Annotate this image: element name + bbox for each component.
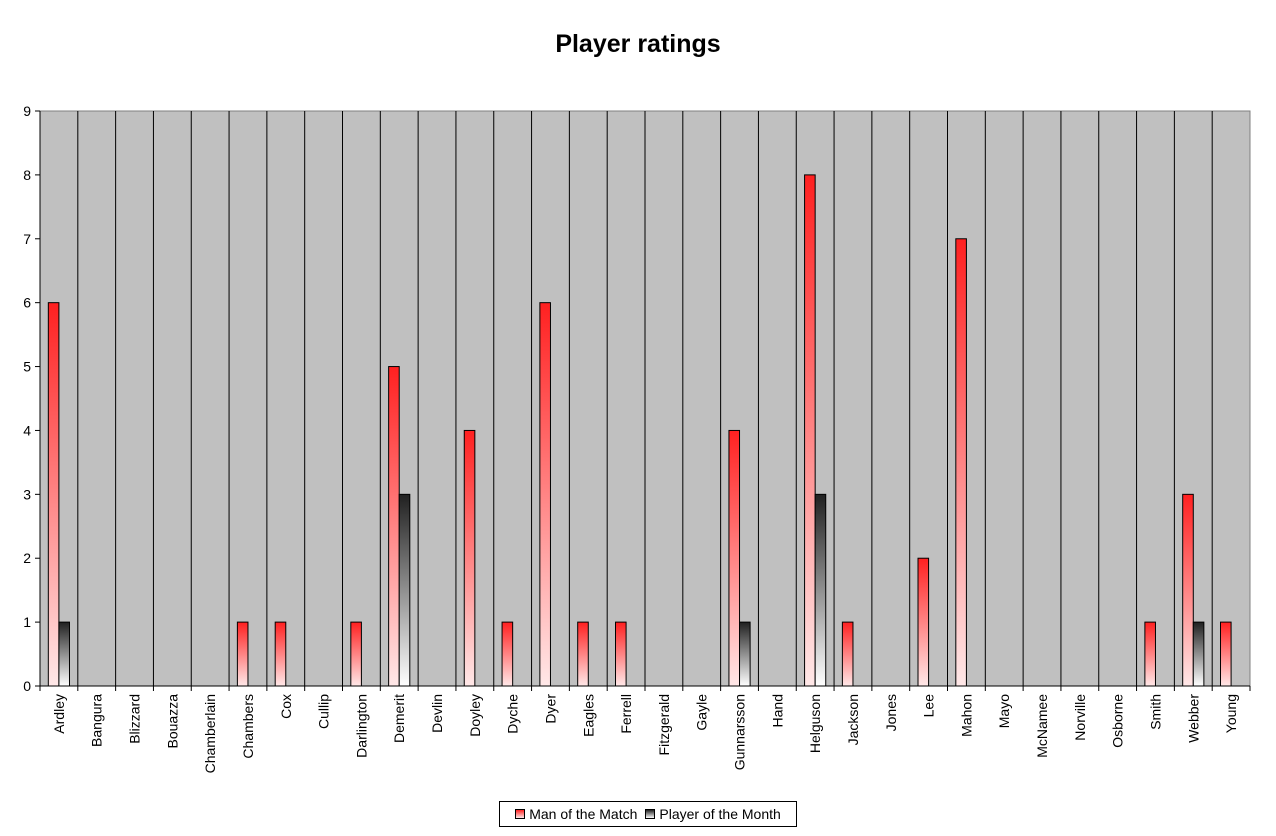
chart-title: Player ratings bbox=[555, 30, 721, 58]
y-tick-label: 7 bbox=[23, 231, 31, 247]
category-label: Cox bbox=[278, 694, 294, 719]
y-tick-label: 1 bbox=[23, 614, 31, 630]
y-tick-label: 4 bbox=[23, 422, 31, 438]
category-label: Dyche bbox=[505, 694, 521, 734]
y-tick-label: 0 bbox=[23, 678, 31, 694]
bar-player-of-the-month-demerit bbox=[398, 493, 411, 687]
category-label: Blizzard bbox=[127, 694, 143, 744]
bar-man-of-the-match-jackson bbox=[841, 621, 854, 687]
category-label: Hand bbox=[769, 694, 785, 727]
legend-label: Player of the Month bbox=[659, 806, 781, 822]
bar-man-of-the-match-mahon bbox=[955, 238, 967, 687]
category-label: Fitzgerald bbox=[656, 694, 672, 755]
y-tick-label: 3 bbox=[23, 486, 31, 502]
bar-man-of-the-match-eagles bbox=[577, 621, 589, 687]
category-label: Devlin bbox=[429, 694, 445, 733]
legend: Man of the Match Player of the Month bbox=[499, 801, 797, 827]
category-label: Ferrell bbox=[618, 694, 634, 734]
category-label: Bouazza bbox=[164, 694, 180, 749]
bar-man-of-the-match-chambers bbox=[236, 621, 249, 687]
category-label: Helguson bbox=[807, 694, 823, 753]
bar-player-of-the-month-webber bbox=[1192, 621, 1205, 687]
category-label: Chambers bbox=[240, 694, 256, 759]
bar-player-of-the-month-helguson bbox=[814, 493, 827, 687]
legend-label: Man of the Match bbox=[529, 806, 638, 822]
bar-man-of-the-match-young bbox=[1220, 621, 1232, 687]
y-tick-label: 5 bbox=[23, 359, 31, 375]
legend-swatch-player-of-the-month bbox=[645, 809, 656, 819]
y-tick-label: 9 bbox=[23, 103, 31, 119]
category-label: Webber bbox=[1185, 694, 1201, 743]
y-tick-label: 2 bbox=[23, 550, 31, 566]
category-label: Ardley bbox=[51, 694, 67, 734]
bar-man-of-the-match-smith bbox=[1144, 621, 1156, 687]
category-label: Gunnarsson bbox=[732, 694, 748, 770]
bar-man-of-the-match-ferrell bbox=[615, 621, 627, 687]
legend-swatch-man-of-the-match bbox=[515, 809, 526, 819]
bar-man-of-the-match-cox bbox=[274, 621, 287, 687]
legend-item-player-of-the-month: Player of the Month bbox=[645, 806, 781, 822]
category-label: Norville bbox=[1072, 694, 1088, 741]
bar-man-of-the-match-doyley bbox=[463, 429, 476, 687]
bar-man-of-the-match-demerit bbox=[388, 366, 400, 687]
category-label: Osborne bbox=[1110, 694, 1126, 748]
category-label: Jones bbox=[883, 694, 899, 731]
bar-man-of-the-match-dyche bbox=[501, 621, 514, 687]
category-label: Smith bbox=[1147, 694, 1163, 730]
category-label: Young bbox=[1223, 694, 1239, 733]
category-label: Mahon bbox=[958, 694, 974, 737]
category-label: Doyley bbox=[467, 694, 483, 737]
bar-man-of-the-match-gunnarsson bbox=[728, 429, 741, 687]
category-label: Darlington bbox=[353, 694, 369, 758]
bar-man-of-the-match-dyer bbox=[539, 302, 551, 687]
bar-man-of-the-match-ardley bbox=[47, 302, 60, 687]
bar-man-of-the-match-lee bbox=[917, 557, 930, 687]
bar-player-of-the-month-gunnarsson bbox=[739, 621, 751, 687]
category-label: Demerit bbox=[391, 694, 407, 743]
category-label: Gayle bbox=[694, 694, 710, 731]
category-label: Eagles bbox=[580, 694, 596, 737]
bar-man-of-the-match-webber bbox=[1182, 493, 1194, 687]
category-label: McNamee bbox=[1034, 694, 1050, 758]
y-tick-label: 8 bbox=[23, 167, 31, 183]
category-label: Bangura bbox=[89, 694, 105, 747]
category-label: Jackson bbox=[845, 694, 861, 745]
bar-player-of-the-month-ardley bbox=[58, 621, 70, 687]
bar-man-of-the-match-darlington bbox=[350, 621, 362, 687]
category-label: Mayo bbox=[996, 694, 1012, 728]
category-label: Chamberlain bbox=[202, 694, 218, 773]
category-label: Cullip bbox=[316, 694, 332, 729]
category-label: Lee bbox=[921, 694, 937, 718]
bar-man-of-the-match-helguson bbox=[804, 174, 816, 687]
category-label: Dyer bbox=[542, 694, 558, 724]
legend-item-man-of-the-match: Man of the Match bbox=[515, 806, 637, 822]
y-tick-label: 6 bbox=[23, 295, 31, 311]
